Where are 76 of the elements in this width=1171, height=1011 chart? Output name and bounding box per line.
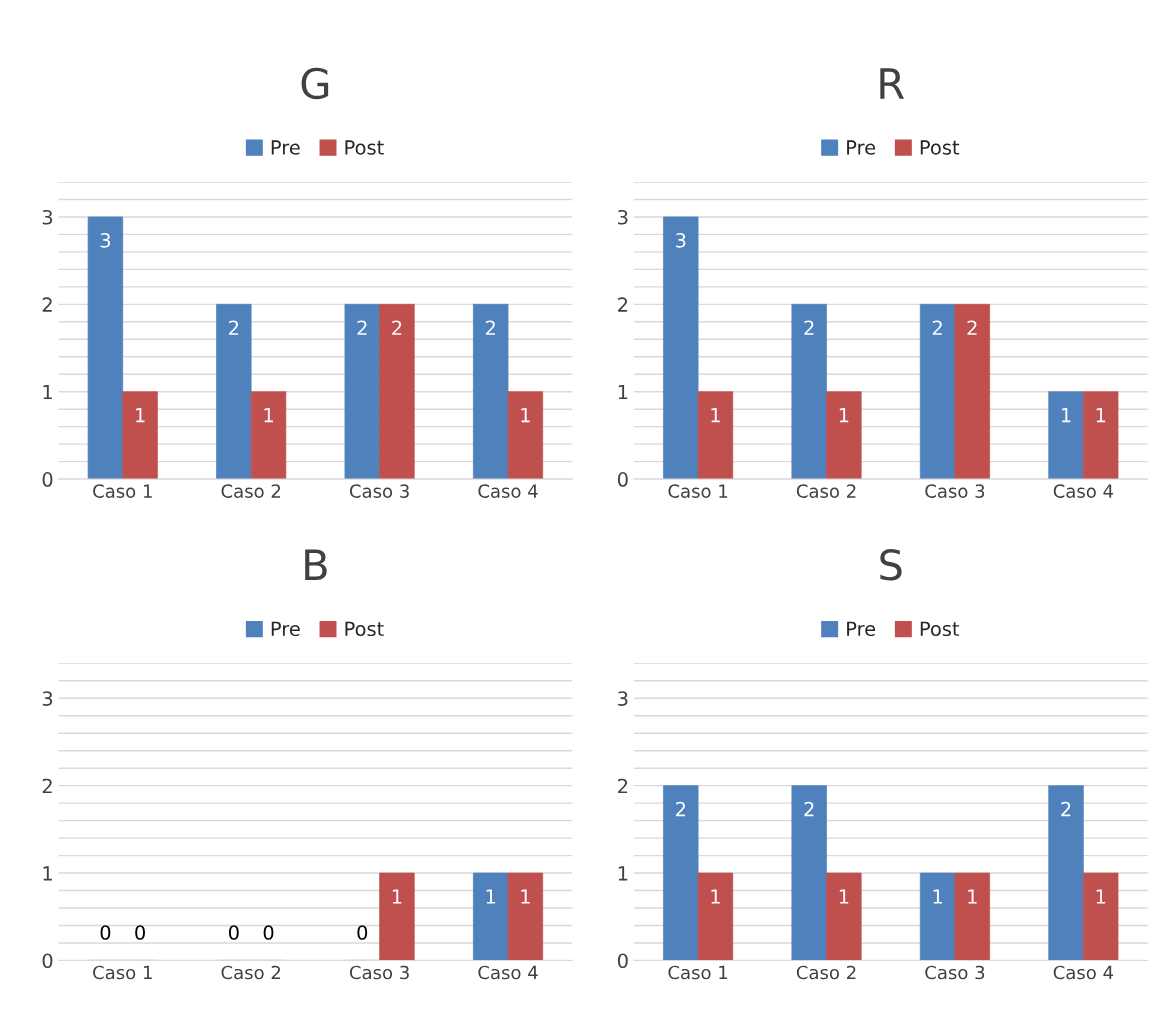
x-tick-label: Caso 3	[349, 965, 409, 980]
chart-title: R	[880, 68, 905, 99]
data-label: 1	[521, 889, 530, 904]
data-label: 1	[392, 889, 402, 904]
legend-label: Pre	[271, 140, 300, 155]
y-tick-label: 0	[42, 953, 53, 969]
data-label: 2	[804, 320, 814, 335]
y-tick-label: 1	[618, 384, 628, 400]
y-tick-label: 3	[42, 209, 53, 225]
y-tick-label: 2	[42, 778, 52, 794]
x-tick-label: Caso 1	[93, 965, 152, 980]
x-tick-label: Caso 3	[925, 965, 985, 980]
data-label: 1	[486, 889, 496, 904]
legend-label: Pre	[847, 621, 876, 637]
legend-label: Pre	[847, 140, 876, 155]
x-tick-label: Caso 4	[478, 965, 538, 980]
data-label: 1	[1061, 408, 1071, 423]
x-tick-label: Caso 2	[221, 965, 281, 980]
data-label: 2	[229, 320, 239, 335]
data-label: 1	[933, 889, 942, 904]
data-label: 3	[100, 233, 111, 248]
y-tick-label: 1	[43, 384, 52, 400]
chart-title: G	[301, 67, 329, 100]
x-tick-label: Caso 2	[221, 484, 281, 498]
x-tick-label: Caso 1	[668, 484, 728, 498]
y-tick-label: 3	[618, 691, 628, 706]
y-tick-label: 0	[617, 472, 628, 487]
data-label: 2	[804, 801, 814, 817]
y-tick-label: 2	[42, 297, 52, 312]
chart-title: S	[880, 549, 902, 581]
data-label: 1	[839, 408, 849, 423]
y-tick-label: 3	[618, 209, 628, 225]
data-label: 1	[264, 408, 273, 423]
y-tick-label: 0	[617, 953, 628, 969]
legend-label: Post	[920, 621, 960, 637]
x-tick-label: Caso 1	[668, 965, 728, 980]
data-label: 1	[711, 889, 720, 904]
data-label: 0	[357, 925, 368, 940]
data-label: 1	[711, 408, 720, 423]
data-label: 0	[100, 925, 111, 940]
data-label: 1	[136, 408, 145, 423]
data-label: 1	[521, 408, 530, 423]
data-label: 2	[357, 320, 367, 335]
y-tick-label: 3	[42, 691, 53, 706]
data-label: 1	[1096, 889, 1106, 904]
legend-label: Pre	[271, 621, 300, 637]
data-label: 0	[228, 925, 239, 940]
legend-label: Post	[920, 140, 960, 155]
legend-label: Post	[345, 140, 384, 155]
data-label: 0	[135, 925, 145, 940]
x-tick-label: Caso 4	[478, 484, 538, 498]
data-label: 2	[1061, 801, 1071, 817]
x-tick-label: Caso 3	[925, 484, 985, 498]
y-tick-label: 2	[618, 778, 628, 794]
data-label: 2	[392, 320, 402, 335]
data-label: 1	[968, 889, 977, 904]
x-tick-label: Caso 1	[93, 484, 152, 498]
data-label: 1	[1096, 408, 1106, 423]
x-tick-label: Caso 4	[1053, 484, 1114, 498]
x-tick-label: Caso 2	[796, 965, 856, 980]
data-label: 3	[676, 233, 686, 248]
data-label: 2	[967, 320, 977, 335]
x-tick-label: Caso 3	[349, 484, 409, 498]
data-label: 2	[932, 320, 942, 335]
y-tick-label: 2	[618, 297, 628, 312]
chart-title: B	[305, 549, 327, 580]
data-label: 2	[676, 801, 685, 817]
data-label: 1	[839, 889, 849, 904]
x-tick-label: Caso 2	[796, 484, 856, 498]
y-tick-label: 1	[43, 866, 52, 881]
y-tick-label: 0	[42, 472, 53, 487]
x-tick-label: Caso 4	[1053, 965, 1114, 980]
data-label: 2	[485, 320, 495, 335]
y-tick-label: 1	[618, 866, 628, 881]
legend-label: Post	[345, 621, 384, 637]
data-label: 0	[263, 925, 274, 940]
